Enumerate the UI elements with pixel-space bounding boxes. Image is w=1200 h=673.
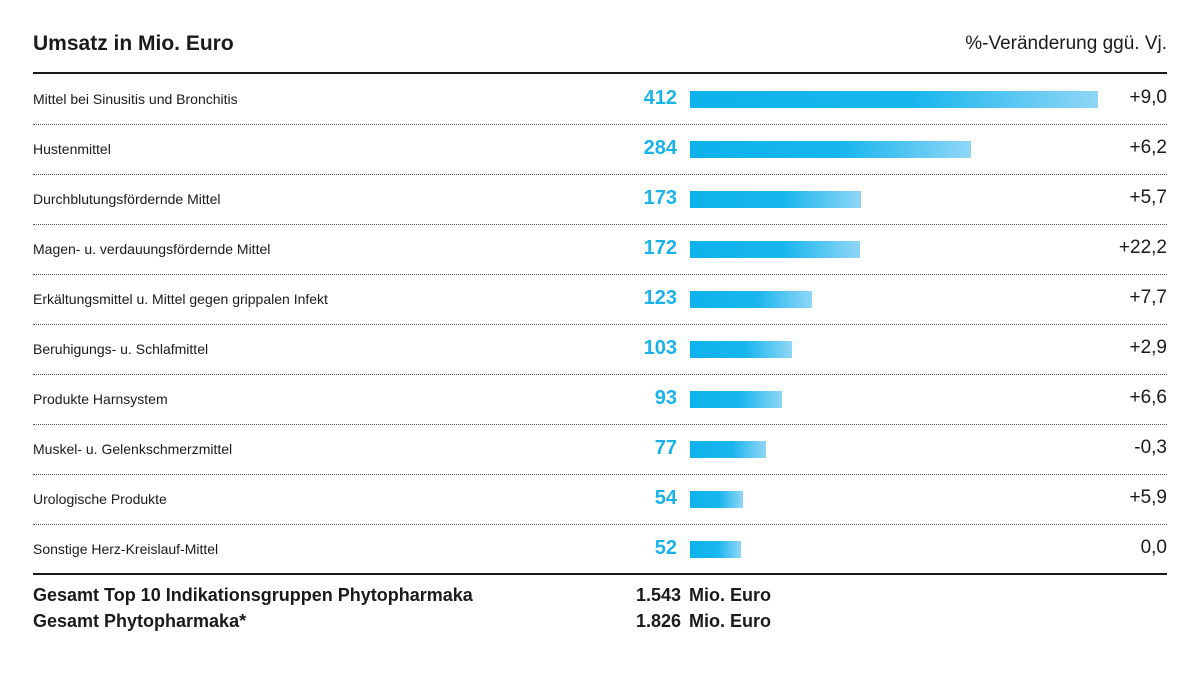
- bar: [690, 491, 744, 508]
- category-label: Durchblutungsfördernde Mittel: [33, 191, 221, 207]
- bar-track: [690, 441, 1110, 458]
- bar-track: [690, 291, 1110, 308]
- row-separator: [33, 324, 1167, 325]
- total-label: Gesamt Top 10 Indikationsgruppen Phytoph…: [33, 585, 473, 605]
- totals-section: Gesamt Top 10 Indikationsgruppen Phytoph…: [33, 585, 1033, 637]
- category-label: Mittel bei Sinusitis und Bronchitis: [33, 91, 238, 107]
- header-divider: [33, 72, 1167, 74]
- total-unit: Mio. Euro: [689, 611, 771, 631]
- change-label: +9,0: [1129, 87, 1167, 108]
- category-label: Erkältungsmittel u. Mittel gegen grippal…: [33, 291, 328, 307]
- change-label: +2,9: [1129, 337, 1167, 358]
- category-label: Muskel- u. Gelenkschmerzmittel: [33, 441, 233, 457]
- total-row-all: Gesamt Phytopharmaka* 1.826 Mio. Euro: [33, 611, 1033, 637]
- row-separator: [33, 274, 1167, 275]
- row-separator: [33, 374, 1167, 375]
- category-label: Urologische Produkte: [33, 491, 167, 507]
- category-label: Magen- u. verdauungsfördernde Mittel: [33, 241, 271, 257]
- row-separator: [33, 524, 1167, 525]
- value-label: 77: [654, 437, 677, 459]
- change-label: +5,9: [1129, 487, 1167, 508]
- bar-track: [690, 141, 1110, 158]
- category-label: Hustenmittel: [33, 141, 111, 157]
- bar: [690, 341, 792, 358]
- change-label: +6,6: [1129, 387, 1167, 408]
- bar: [690, 441, 767, 458]
- value-label: 52: [654, 537, 677, 559]
- total-label: Gesamt Phytopharmaka*: [33, 611, 247, 631]
- bar: [690, 391, 783, 408]
- chart-row: Urologische Produkte 54 +5,9: [33, 475, 1167, 525]
- bar: [690, 241, 861, 258]
- total-value: 1.543: [635, 585, 681, 605]
- value-label: 123: [643, 287, 677, 309]
- bar: [690, 91, 1098, 108]
- bar: [690, 541, 742, 558]
- bar-track: [690, 341, 1110, 358]
- total-value: 1.826: [635, 611, 681, 631]
- bar-track: [690, 91, 1110, 108]
- value-label: 172: [643, 237, 677, 259]
- chart-row: Hustenmittel 284 +6,2: [33, 125, 1167, 175]
- change-label: +7,7: [1129, 287, 1167, 308]
- row-separator: [33, 224, 1167, 225]
- change-label: +6,2: [1129, 137, 1167, 158]
- value-label: 412: [643, 87, 677, 109]
- change-label: -0,3: [1134, 437, 1167, 458]
- chart-row: Magen- u. verdauungsfördernde Mittel 172 +…: [33, 225, 1167, 275]
- chart-row: Muskel- u. Gelenkschmerzmittel 77 -0,3: [33, 425, 1167, 475]
- row-separator: [33, 124, 1167, 125]
- bar-track: [690, 191, 1110, 208]
- chart-header: Umsatz in Mio. Euro %-Veränderung ggü. V…: [33, 22, 1167, 72]
- change-label: +5,7: [1129, 187, 1167, 208]
- bar-track: [690, 391, 1110, 408]
- bar-track: [690, 491, 1110, 508]
- row-separator: [33, 474, 1167, 475]
- change-column-title: %-Veränderung ggü. Vj.: [965, 33, 1167, 54]
- chart-row: Erkältungsmittel u. Mittel gegen grippal…: [33, 275, 1167, 325]
- row-separator: [33, 424, 1167, 425]
- chart-row: Beruhigungs- u. Schlafmittel 103 +2,9: [33, 325, 1167, 375]
- value-label: 93: [654, 387, 677, 409]
- chart-title: Umsatz in Mio. Euro: [33, 32, 234, 55]
- bar-chart: Mittel bei Sinusitis und Bronchitis 412 +9…: [33, 75, 1167, 575]
- category-label: Produkte Harnsystem: [33, 391, 168, 407]
- totals-divider: [33, 573, 1167, 575]
- change-label: +22,2: [1118, 237, 1167, 258]
- value-label: 54: [654, 487, 677, 509]
- bar: [690, 141, 972, 158]
- bar: [690, 191, 862, 208]
- row-separator: [33, 174, 1167, 175]
- value-label: 103: [643, 337, 677, 359]
- bar: [690, 291, 812, 308]
- value-label: 173: [643, 187, 677, 209]
- category-label: Sonstige Herz-Kreislauf-Mittel: [33, 541, 219, 557]
- bar-track: [690, 241, 1110, 258]
- total-unit: Mio. Euro: [689, 585, 771, 605]
- chart-row: Mittel bei Sinusitis und Bronchitis 412 +9…: [33, 75, 1167, 125]
- chart-row: Sonstige Herz-Kreislauf-Mittel 52 0,0: [33, 525, 1167, 575]
- bar-track: [690, 541, 1110, 558]
- chart-row: Durchblutungsfördernde Mittel 173 +5,7: [33, 175, 1167, 225]
- chart-row: Produkte Harnsystem 93 +6,6: [33, 375, 1167, 425]
- value-label: 284: [643, 137, 677, 159]
- change-label: 0,0: [1140, 537, 1167, 558]
- total-row-top10: Gesamt Top 10 Indikationsgruppen Phytoph…: [33, 585, 1033, 611]
- category-label: Beruhigungs- u. Schlafmittel: [33, 341, 209, 357]
